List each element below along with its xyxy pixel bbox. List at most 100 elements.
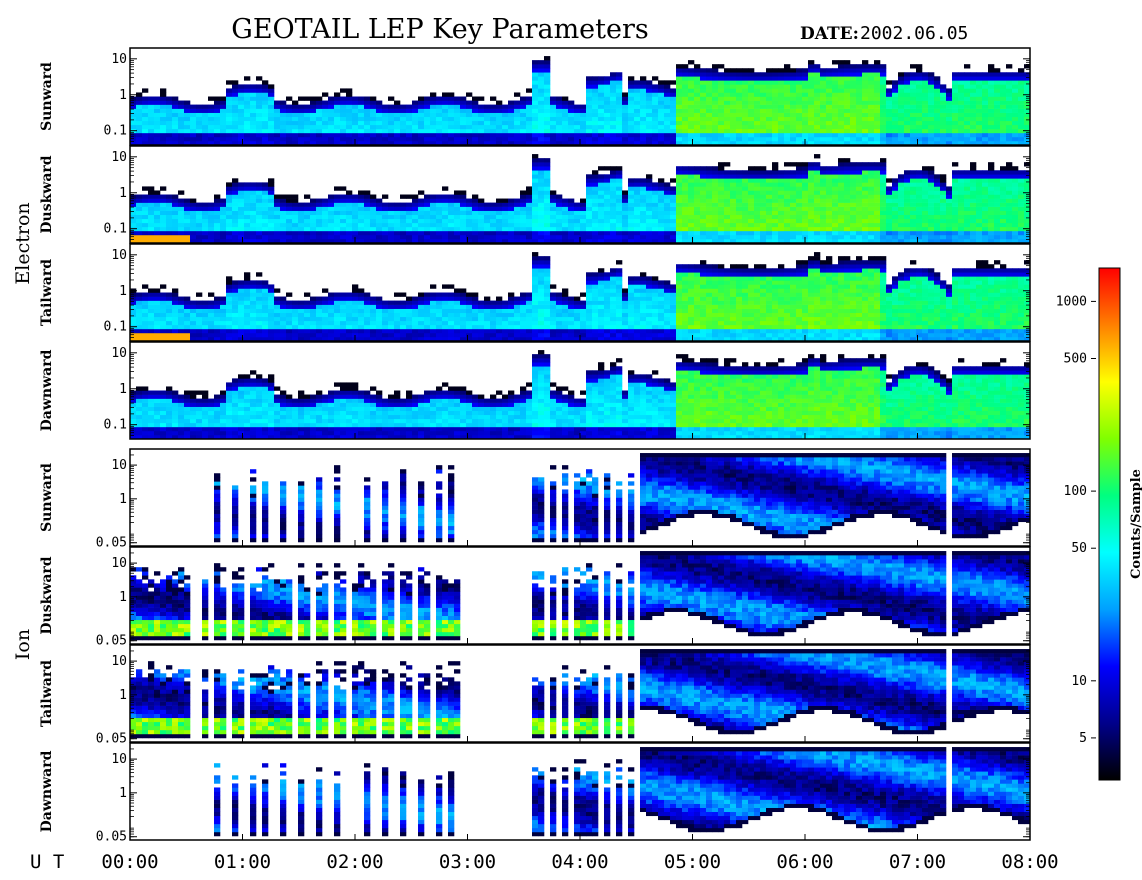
spectrogram-cell [676, 211, 682, 215]
spectrogram-cell [1012, 121, 1018, 125]
spectrogram-cell [622, 105, 628, 109]
spectrogram-cell [802, 170, 808, 174]
spectrogram-cell [184, 309, 190, 313]
spectrogram-cell [784, 125, 790, 129]
spectrogram-cell [328, 195, 334, 199]
spectrogram-cell [904, 76, 910, 80]
spectrogram-cell [856, 64, 862, 68]
spectrogram-cell [730, 129, 736, 133]
spectrogram-cell [964, 125, 970, 129]
spectrogram-cell [532, 72, 538, 76]
spectrogram-cell [1006, 178, 1012, 182]
spectrogram-cell [622, 235, 628, 239]
spectrogram-cell [646, 195, 652, 199]
spectrogram-cell [706, 72, 712, 76]
spectrogram-cell [820, 195, 826, 199]
spectrogram-cell [670, 227, 676, 231]
spectrogram-cell [466, 129, 472, 133]
spectrogram-cell [658, 223, 664, 227]
spectrogram-cell [700, 211, 706, 215]
spectrogram-cell [130, 333, 136, 337]
spectrogram-cell [886, 133, 892, 137]
spectrogram-cell [658, 207, 664, 211]
spectrogram-cell [994, 207, 1000, 211]
spectrogram-cell [364, 207, 370, 211]
spectrogram-cell [832, 174, 838, 178]
spectrogram-cell [844, 97, 850, 101]
spectrogram-cell [328, 101, 334, 105]
spectrogram-cell [382, 235, 388, 239]
spectrogram-cell [334, 203, 340, 207]
spectrogram-cell [760, 88, 766, 92]
spectrogram-cell [580, 199, 586, 203]
spectrogram-cell [934, 223, 940, 227]
spectrogram-cell [604, 227, 610, 231]
spectrogram-cell [844, 170, 850, 174]
spectrogram-cell [844, 113, 850, 117]
spectrogram-cell [982, 88, 988, 92]
spectrogram-cell [718, 199, 724, 203]
spectrogram-cell [1000, 199, 1006, 203]
spectrogram-cell [670, 117, 676, 121]
spectrogram-cell [850, 162, 856, 166]
spectrogram-cell [616, 76, 622, 80]
spectrogram-cell [790, 215, 796, 219]
spectrogram-cell [880, 162, 886, 166]
spectrogram-cell [904, 174, 910, 178]
spectrogram-cell [784, 97, 790, 101]
spectrogram-cell [406, 203, 412, 207]
spectrogram-cell [358, 105, 364, 109]
spectrogram-cell [796, 72, 802, 76]
spectrogram-cell [916, 199, 922, 203]
spectrogram-cell [730, 105, 736, 109]
spectrogram-cell [694, 92, 700, 96]
spectrogram-cell [220, 223, 226, 227]
spectrogram-cell [412, 125, 418, 129]
spectrogram-cell [928, 227, 934, 231]
spectrogram-cell [748, 190, 754, 194]
spectrogram-cell [706, 223, 712, 227]
spectrogram-cell [682, 166, 688, 170]
spectrogram-cell [646, 231, 652, 235]
spectrogram-cell [316, 105, 322, 109]
spectrogram-cell [400, 137, 406, 141]
spectrogram-cell [766, 203, 772, 207]
spectrogram-cell [850, 223, 856, 227]
spectrogram-cell [694, 109, 700, 113]
spectrogram-cell [970, 166, 976, 170]
spectrogram-cell [196, 317, 202, 321]
spectrogram-cell [724, 235, 730, 239]
spectrogram-cell [460, 113, 466, 117]
spectrogram-cell [436, 109, 442, 113]
spectrogram-cell [820, 190, 826, 194]
spectrogram-cell [298, 121, 304, 125]
spectrogram-cell [748, 207, 754, 211]
spectrogram-cell [784, 129, 790, 133]
spectrogram-cell [952, 88, 958, 92]
spectrogram-cell [148, 293, 154, 297]
spectrogram-cell [796, 215, 802, 219]
spectrogram-cell [928, 195, 934, 199]
spectrogram-cell [478, 231, 484, 235]
spectrogram-cell [592, 219, 598, 223]
spectrogram-cell [772, 190, 778, 194]
spectrogram-cell [466, 203, 472, 207]
spectrogram-cell [754, 117, 760, 121]
spectrogram-cell [142, 333, 148, 337]
spectrogram-cell [1012, 105, 1018, 109]
spectrogram-cell [706, 117, 712, 121]
spectrogram-cell [478, 211, 484, 215]
spectrogram-cell [196, 215, 202, 219]
spectrogram-cell [628, 113, 634, 117]
spectrogram-cell [820, 101, 826, 105]
spectrogram-cell [160, 211, 166, 215]
spectrogram-cell [172, 137, 178, 141]
spectrogram-cell [154, 199, 160, 203]
spectrogram-cell [184, 121, 190, 125]
spectrogram-cell [196, 121, 202, 125]
spectrogram-cell [796, 235, 802, 239]
spectrogram-cell [706, 80, 712, 84]
spectrogram-cell [916, 170, 922, 174]
spectrogram-cell [652, 203, 658, 207]
spectrogram-cell [232, 284, 238, 288]
